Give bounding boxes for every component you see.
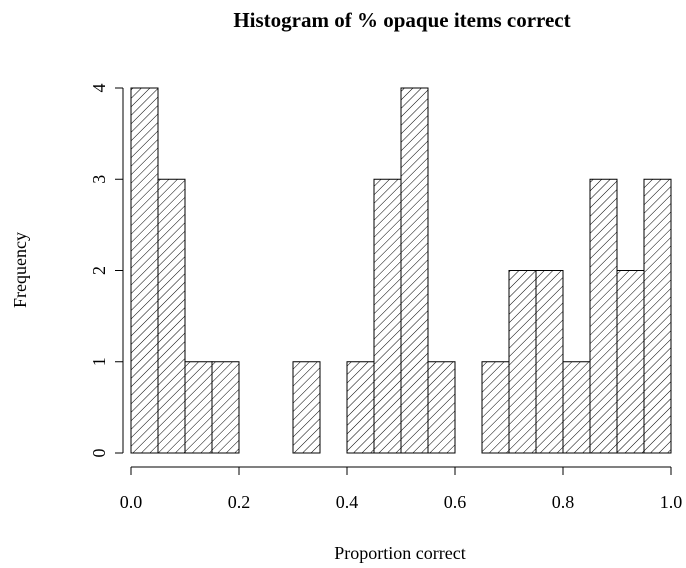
y-tick-label: 3	[89, 175, 109, 184]
bar	[589, 178, 618, 454]
bar	[211, 361, 240, 454]
y-axis-title: Frequency	[10, 232, 30, 308]
x-tick-label: 0.4	[336, 492, 359, 512]
x-tick-label: 0.6	[444, 492, 467, 512]
bar	[643, 178, 672, 454]
bar	[481, 361, 510, 454]
x-tick-label: 0.8	[552, 492, 575, 512]
y-tick-label: 4	[89, 84, 109, 93]
bar	[562, 361, 591, 454]
y-tick-label: 2	[89, 266, 109, 275]
bar	[346, 361, 375, 454]
bar	[508, 270, 537, 454]
bar	[400, 87, 429, 454]
x-tick-label: 1.0	[660, 492, 683, 512]
x-axis-title: Proportion correct	[334, 543, 465, 563]
bar	[616, 270, 645, 454]
chart-title: Histogram of % opaque items correct	[233, 8, 570, 32]
bar	[373, 178, 402, 454]
x-tick-label: 0.2	[228, 492, 251, 512]
bar	[535, 270, 564, 454]
bar	[184, 361, 213, 454]
y-tick-label: 0	[89, 449, 109, 458]
bar	[157, 178, 186, 454]
x-tick-label: 0.0	[120, 492, 143, 512]
bar	[130, 87, 159, 454]
bar	[427, 361, 456, 454]
y-tick-label: 1	[89, 357, 109, 366]
bar	[292, 361, 321, 454]
